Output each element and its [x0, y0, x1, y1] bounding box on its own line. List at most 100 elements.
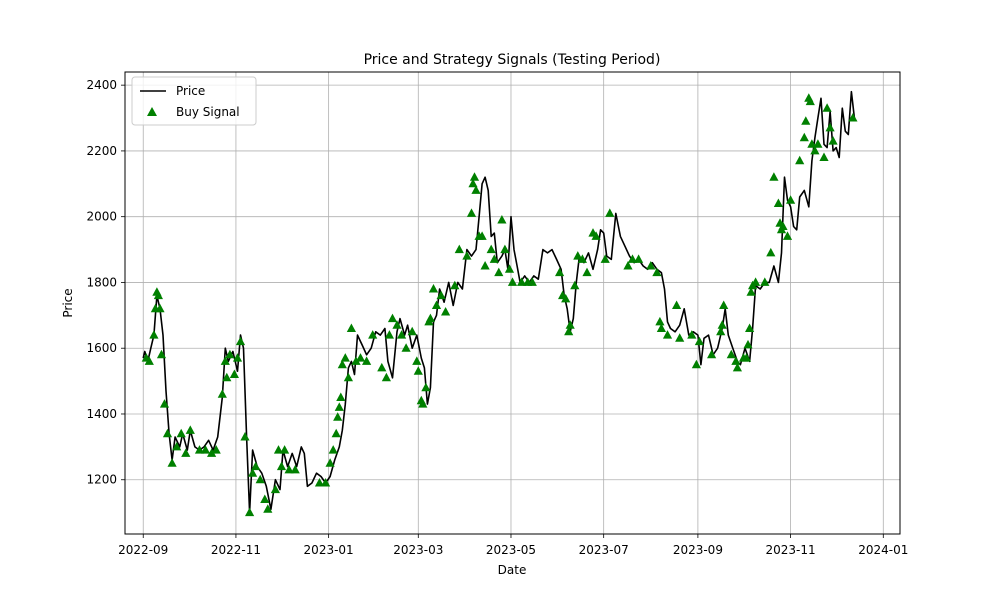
buy-signal-marker: [477, 231, 487, 240]
buy-signal-marker: [627, 254, 638, 263]
legend-price-label: Price: [176, 84, 205, 98]
buy-signal-marker: [377, 362, 387, 372]
legend-buy-signal-swatch: [147, 107, 157, 116]
buy-signal-marker: [469, 172, 480, 181]
buy-signal-marker: [468, 178, 478, 188]
buy-signal-marker: [565, 320, 575, 329]
y-axis-ticks: 1200 1400 1600 1800 2000 2200 2400: [86, 78, 125, 487]
buy-signal-marker: [392, 320, 402, 329]
buy-signal-marker: [407, 326, 417, 336]
buy-signal-marker: [675, 333, 685, 342]
buy-signal-marker: [717, 320, 727, 329]
buy-signal-marker: [436, 290, 446, 300]
buy-signal-marker: [418, 399, 428, 408]
buy-signal-marker: [741, 353, 752, 362]
buy-signal-marker: [652, 267, 662, 277]
x-tick-label: 2023-11: [766, 543, 816, 557]
buy-signal-marker: [786, 195, 796, 204]
buy-signal-marker: [655, 316, 665, 326]
x-axis-ticks: 2022-09 2022-11 2023-01 2023-03 2023-05 2023-…: [118, 534, 908, 557]
buy-signal-marker: [428, 284, 439, 293]
buy-signal-marker: [176, 428, 186, 438]
buy-signal-marker: [248, 468, 258, 477]
buy-signal-marker: [336, 392, 346, 401]
buy-signal-marker: [276, 461, 287, 471]
x-tick-label: 2024-01: [858, 543, 908, 557]
buy-signal-marker: [561, 293, 571, 303]
x-axis-label: Date: [498, 563, 527, 577]
y-tick-label: 1400: [86, 407, 117, 421]
buy-signal-marker: [570, 280, 580, 290]
buy-signal-marker: [564, 326, 574, 336]
buy-signal-marker: [159, 399, 170, 408]
buy-signal-marker: [769, 172, 779, 181]
buy-signal-marker: [280, 445, 290, 454]
buy-signal-marker: [260, 494, 270, 503]
buy-signal-marker: [167, 458, 177, 467]
buy-signal-marker: [412, 356, 422, 365]
x-tick-label: 2022-11: [211, 543, 261, 557]
y-tick-label: 1200: [86, 473, 117, 487]
buy-signal-marker: [825, 122, 835, 132]
legend-buy-signal-label: Buy Signal: [176, 105, 240, 119]
buy-signal-marker: [185, 425, 195, 434]
buy-signal-marker: [153, 290, 163, 300]
buy-signal-marker: [719, 300, 729, 309]
buy-signal-marker: [694, 336, 704, 346]
buy-signal-marker: [726, 349, 736, 359]
buy-signal-marker: [810, 145, 820, 155]
buy-signal-marker: [172, 441, 182, 451]
legend: Price Buy Signal: [131, 76, 257, 126]
buy-signal-marker: [229, 369, 239, 378]
buy-signal-marker: [346, 323, 356, 332]
buy-signal-marker: [471, 185, 481, 194]
buy-signal-marker: [760, 277, 770, 286]
x-tick-label: 2023-01: [304, 543, 354, 557]
buy-signal-marker: [235, 336, 246, 346]
y-tick-label: 2400: [86, 78, 117, 92]
x-tick-label: 2022-09: [118, 543, 168, 557]
buy-signal-marker: [778, 221, 788, 230]
buy-signal-marker: [314, 478, 325, 487]
buy-signal-marker: [600, 254, 610, 263]
buy-signal-marker: [232, 353, 243, 362]
buy-signal-marker: [454, 244, 464, 254]
y-tick-label: 2200: [86, 144, 117, 158]
buy-signal-marker: [340, 353, 350, 362]
buy-signal-marker: [328, 445, 338, 454]
price-line-series: [142, 90, 856, 514]
buy-signal-marker: [255, 474, 265, 484]
buy-signal-marker: [251, 461, 261, 471]
buy-signal-marker: [687, 330, 697, 339]
buy-signal-marker: [707, 349, 717, 359]
buy-signal-marker: [397, 330, 407, 339]
buy-signal-marker: [162, 428, 173, 438]
buy-signal-marker: [181, 448, 191, 457]
x-tick-label: 2023-07: [579, 543, 629, 557]
y-tick-label: 2000: [86, 210, 117, 224]
x-tick-label: 2023-05: [486, 543, 536, 557]
buy-signal-marker: [731, 356, 741, 365]
buy-signal-marker: [384, 330, 394, 339]
buy-signal-marker: [527, 277, 537, 286]
buy-signal-marker: [331, 428, 341, 438]
buy-signal-marker: [220, 356, 230, 365]
buy-signal-marker: [504, 264, 515, 273]
buy-signal-marker: [801, 116, 811, 125]
buy-signal-marker: [155, 303, 165, 313]
buy-signal-marker: [813, 139, 823, 148]
buy-signal-marker: [691, 359, 701, 369]
buy-signal-marker: [646, 261, 656, 270]
buy-signal-marker: [273, 445, 284, 454]
buy-signal-marker: [351, 356, 361, 365]
legend-box: [131, 76, 257, 126]
buy-signal-marker: [634, 254, 644, 263]
buy-signal-marker: [848, 113, 858, 122]
buy-signal-marker: [773, 198, 783, 207]
buy-signal-marker: [766, 247, 776, 257]
buy-signal-marker: [805, 96, 815, 106]
buy-signal-marker: [494, 267, 504, 277]
buy-signal-marker: [211, 445, 221, 454]
buy-signal-marker: [245, 507, 255, 517]
buy-signal-marker: [240, 432, 250, 441]
